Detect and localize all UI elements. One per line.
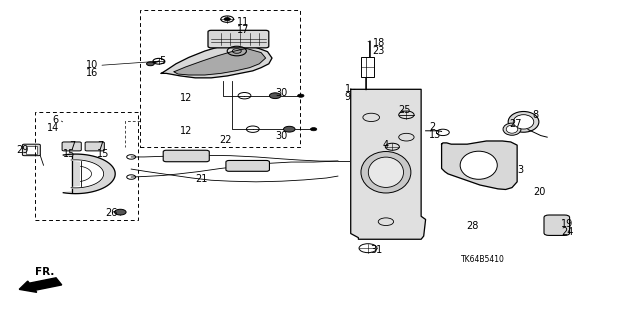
Text: 21: 21 (195, 174, 207, 184)
Text: 17: 17 (237, 25, 249, 35)
FancyBboxPatch shape (226, 160, 269, 171)
Circle shape (147, 62, 154, 66)
Ellipse shape (506, 125, 518, 133)
Text: 24: 24 (561, 227, 573, 237)
Text: 5: 5 (159, 56, 165, 66)
Text: 29: 29 (17, 145, 29, 155)
Polygon shape (442, 141, 517, 189)
FancyBboxPatch shape (26, 146, 37, 154)
Text: 28: 28 (466, 221, 478, 232)
Text: 2: 2 (429, 122, 435, 132)
FancyBboxPatch shape (163, 150, 209, 162)
Text: 3: 3 (517, 165, 524, 175)
Circle shape (310, 128, 317, 131)
Polygon shape (71, 160, 104, 188)
Text: 10: 10 (86, 60, 99, 70)
Text: 12: 12 (180, 93, 192, 103)
Text: 19: 19 (561, 219, 573, 229)
Polygon shape (63, 154, 115, 194)
Circle shape (115, 209, 126, 215)
Ellipse shape (368, 157, 404, 188)
Bar (35, 112, 138, 220)
FancyBboxPatch shape (22, 144, 40, 156)
FancyBboxPatch shape (208, 30, 269, 48)
Text: 7: 7 (69, 141, 76, 151)
Circle shape (269, 93, 281, 99)
Ellipse shape (503, 123, 521, 135)
Text: 15: 15 (97, 149, 109, 159)
Ellipse shape (361, 152, 411, 193)
Text: 30: 30 (275, 131, 287, 141)
Text: 1: 1 (344, 84, 351, 94)
Ellipse shape (513, 115, 534, 129)
FancyBboxPatch shape (62, 142, 81, 151)
FancyArrow shape (19, 278, 61, 292)
Text: 22: 22 (219, 135, 232, 145)
FancyBboxPatch shape (85, 142, 104, 151)
Text: FR.: FR. (35, 267, 54, 277)
Bar (140, 10, 300, 147)
Text: 25: 25 (399, 105, 412, 115)
Text: 26: 26 (106, 208, 118, 218)
Text: 18: 18 (372, 38, 385, 48)
Text: 14: 14 (47, 122, 59, 133)
Text: 8: 8 (532, 110, 539, 120)
Polygon shape (174, 48, 266, 75)
Polygon shape (161, 44, 272, 78)
Polygon shape (351, 89, 426, 239)
Text: 13: 13 (429, 130, 441, 140)
Circle shape (298, 94, 304, 97)
Text: 11: 11 (237, 17, 249, 27)
Circle shape (284, 126, 295, 132)
Text: 12: 12 (180, 126, 192, 136)
Text: 23: 23 (372, 46, 385, 56)
Text: 15: 15 (63, 149, 76, 159)
Circle shape (224, 18, 230, 21)
Text: 16: 16 (86, 68, 99, 78)
FancyBboxPatch shape (544, 215, 570, 235)
Text: 30: 30 (275, 87, 287, 98)
Text: 9: 9 (344, 92, 351, 102)
Bar (361, 57, 374, 77)
Text: TK64B5410: TK64B5410 (461, 256, 505, 264)
Ellipse shape (508, 112, 539, 132)
Text: 7: 7 (97, 141, 104, 151)
Text: 6: 6 (52, 115, 59, 125)
Text: 4: 4 (383, 140, 389, 150)
Text: 20: 20 (533, 187, 545, 197)
Ellipse shape (460, 151, 497, 179)
Text: 31: 31 (370, 245, 382, 256)
Text: 27: 27 (509, 119, 522, 129)
